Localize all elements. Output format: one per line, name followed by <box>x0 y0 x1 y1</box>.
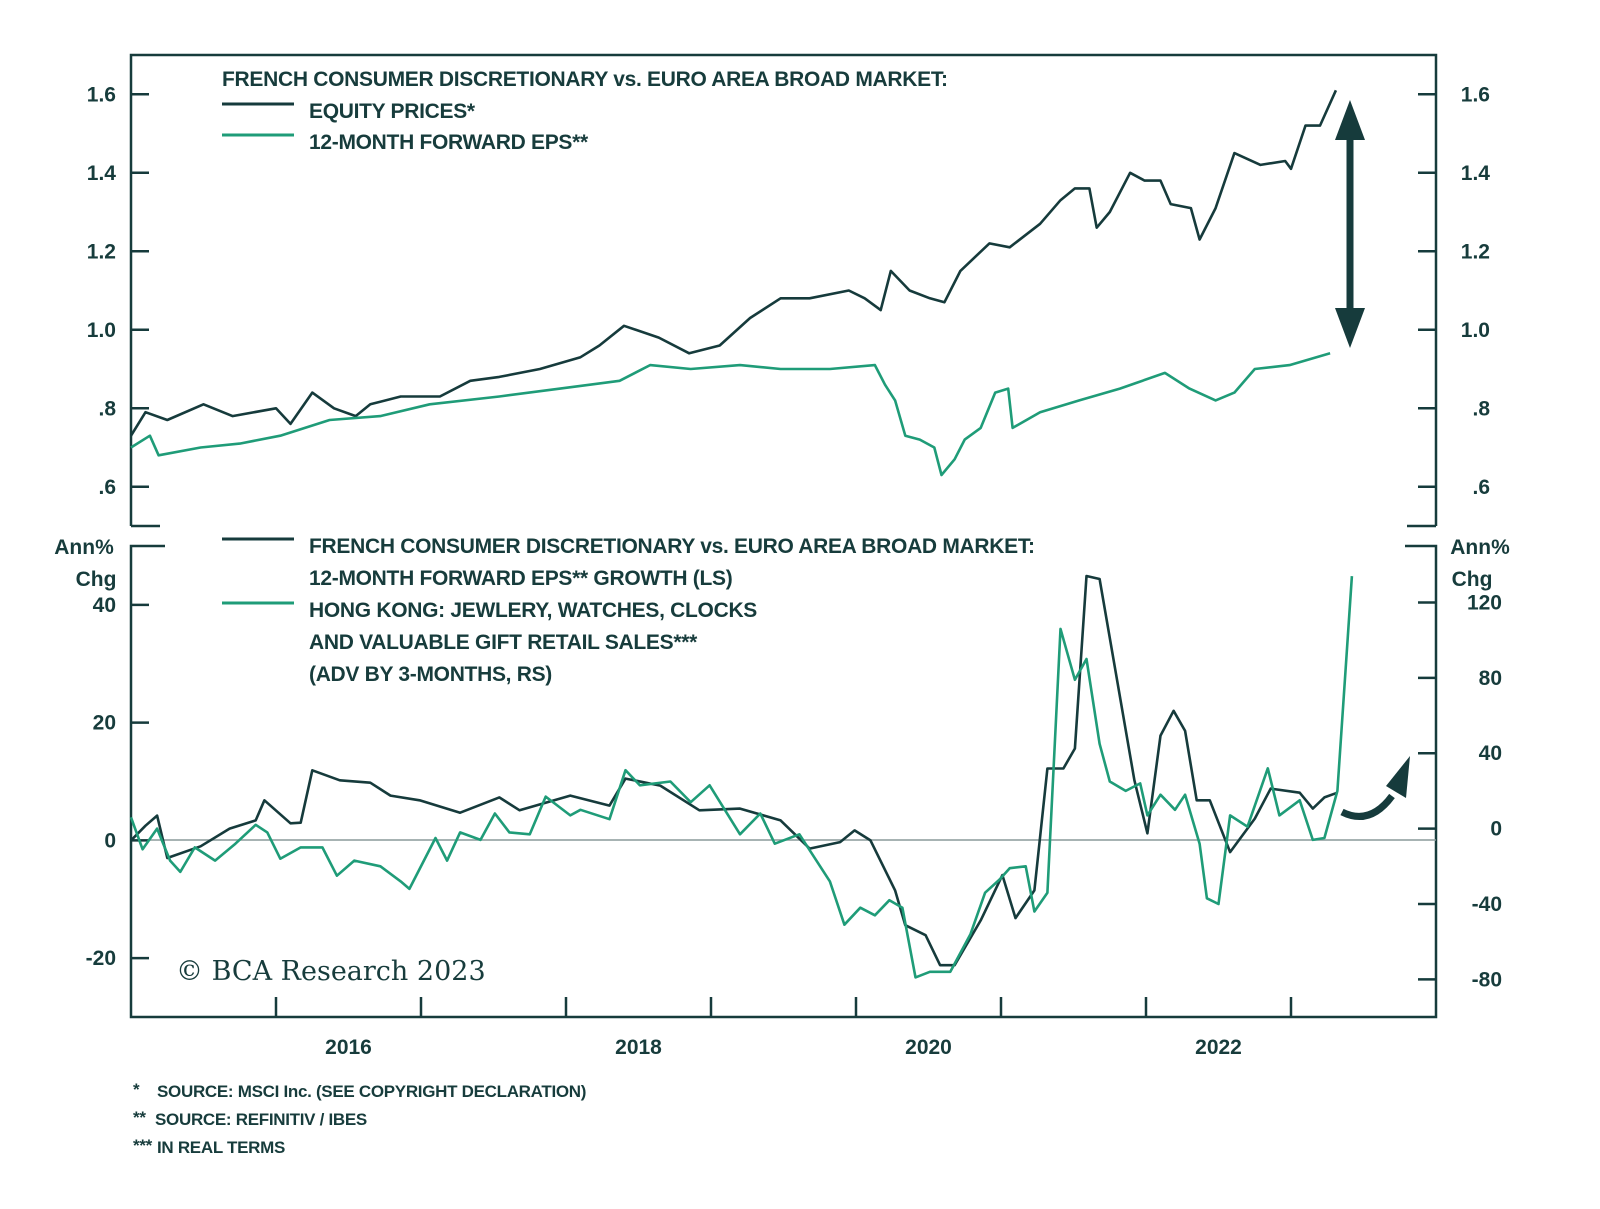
top-right-ytick-label: .8 <box>1472 397 1490 420</box>
double-arrow-icon <box>1335 100 1365 348</box>
bottom-left-ytick-label: 20 <box>93 712 116 735</box>
series-lines <box>129 89 1354 979</box>
forward-eps-line <box>130 352 1331 477</box>
top-right-ytick-label: 1.6 <box>1461 83 1490 106</box>
bottom-right-ytick-label: 120 <box>1467 592 1502 615</box>
top-left-ytick-label: 1.2 <box>87 240 116 263</box>
bottom-legend-title: FRENCH CONSUMER DISCRETIONARY vs. EURO A… <box>309 535 1035 558</box>
footnote-1: SOURCE: MSCI Inc. (SEE COPYRIGHT DECLARA… <box>157 1082 586 1101</box>
xtick-label: 2020 <box>905 1036 952 1059</box>
top-left-ytick-label: 1.4 <box>87 162 117 185</box>
bottom-right-ytick-label: 0 <box>1490 818 1502 841</box>
footnote-3: IN REAL TERMS <box>157 1138 285 1157</box>
legend-label-hk-sales-2: AND VALUABLE GIFT RETAIL SALES*** <box>309 631 698 654</box>
top-left-ytick-label: 1.0 <box>87 319 116 342</box>
top-left-ytick-label: 1.6 <box>87 83 116 106</box>
top-right-ytick-label: 1.4 <box>1461 162 1491 185</box>
bottom-right-ytick-label: -80 <box>1472 968 1502 991</box>
axis-ticks: .6 .6 .8 .8 1.0 1.0 1.2 1.2 1.4 1.4 1.6 1.6 -20 0 20 40… <box>86 83 1502 1059</box>
right-axis-title-1: Ann% <box>1450 536 1510 559</box>
xtick-label: 2016 <box>325 1036 372 1059</box>
bca-logo-copyright: © BCA Research 2023 <box>176 956 486 987</box>
legend-label-eps-growth: 12-MONTH FORWARD EPS** GROWTH (LS) <box>309 567 732 590</box>
top-right-ytick-label: .6 <box>1472 476 1490 499</box>
bottom-left-ytick-label: 0 <box>104 829 116 852</box>
bottom-right-ytick-label: -40 <box>1472 893 1502 916</box>
footnote-mark-1: * <box>133 1080 140 1099</box>
top-legend: FRENCH CONSUMER DISCRETIONARY vs. EURO A… <box>222 68 948 154</box>
bottom-right-ytick-label: 80 <box>1479 667 1502 690</box>
footnote-mark-3: *** <box>133 1136 153 1155</box>
xtick-label: 2022 <box>1195 1036 1242 1059</box>
right-axis-title-2: Chg <box>1452 568 1493 591</box>
bottom-panel-frame <box>129 544 1438 1019</box>
eps-growth-line <box>130 574 1338 967</box>
top-left-ytick-label: .6 <box>98 476 116 499</box>
top-right-ytick-label: 1.2 <box>1461 240 1490 263</box>
left-axis-title-2: Chg <box>76 568 117 591</box>
left-axis-title-1: Ann% <box>54 536 114 559</box>
xtick-label: 2018 <box>615 1036 662 1059</box>
top-panel-frame <box>129 53 1438 528</box>
hk-retail-sales-line <box>129 576 1354 979</box>
bottom-legend: FRENCH CONSUMER DISCRETIONARY vs. EURO A… <box>222 535 1035 686</box>
legend-label-eps: 12-MONTH FORWARD EPS** <box>309 131 589 154</box>
footnotes: * SOURCE: MSCI Inc. (SEE COPYRIGHT DECLA… <box>133 1080 586 1157</box>
legend-label-equity: EQUITY PRICES* <box>309 100 476 123</box>
bottom-left-ytick-label: -20 <box>86 947 116 970</box>
bottom-right-ytick-label: 40 <box>1479 742 1502 765</box>
curved-up-arrow-icon <box>1340 756 1410 820</box>
top-legend-title: FRENCH CONSUMER DISCRETIONARY vs. EURO A… <box>222 68 948 91</box>
top-right-ytick-label: 1.0 <box>1461 319 1490 342</box>
legend-label-hk-sales-1: HONG KONG: JEWLERY, WATCHES, CLOCKS <box>309 599 757 622</box>
footnote-2: SOURCE: REFINITIV / IBES <box>155 1110 367 1129</box>
top-left-ytick-label: .8 <box>98 397 116 420</box>
bottom-left-ytick-label: 40 <box>93 594 116 617</box>
footnote-mark-2: ** <box>133 1108 146 1127</box>
legend-label-hk-sales-3: (ADV BY 3-MONTHS, RS) <box>309 663 552 686</box>
equity-prices-line <box>129 89 1338 437</box>
